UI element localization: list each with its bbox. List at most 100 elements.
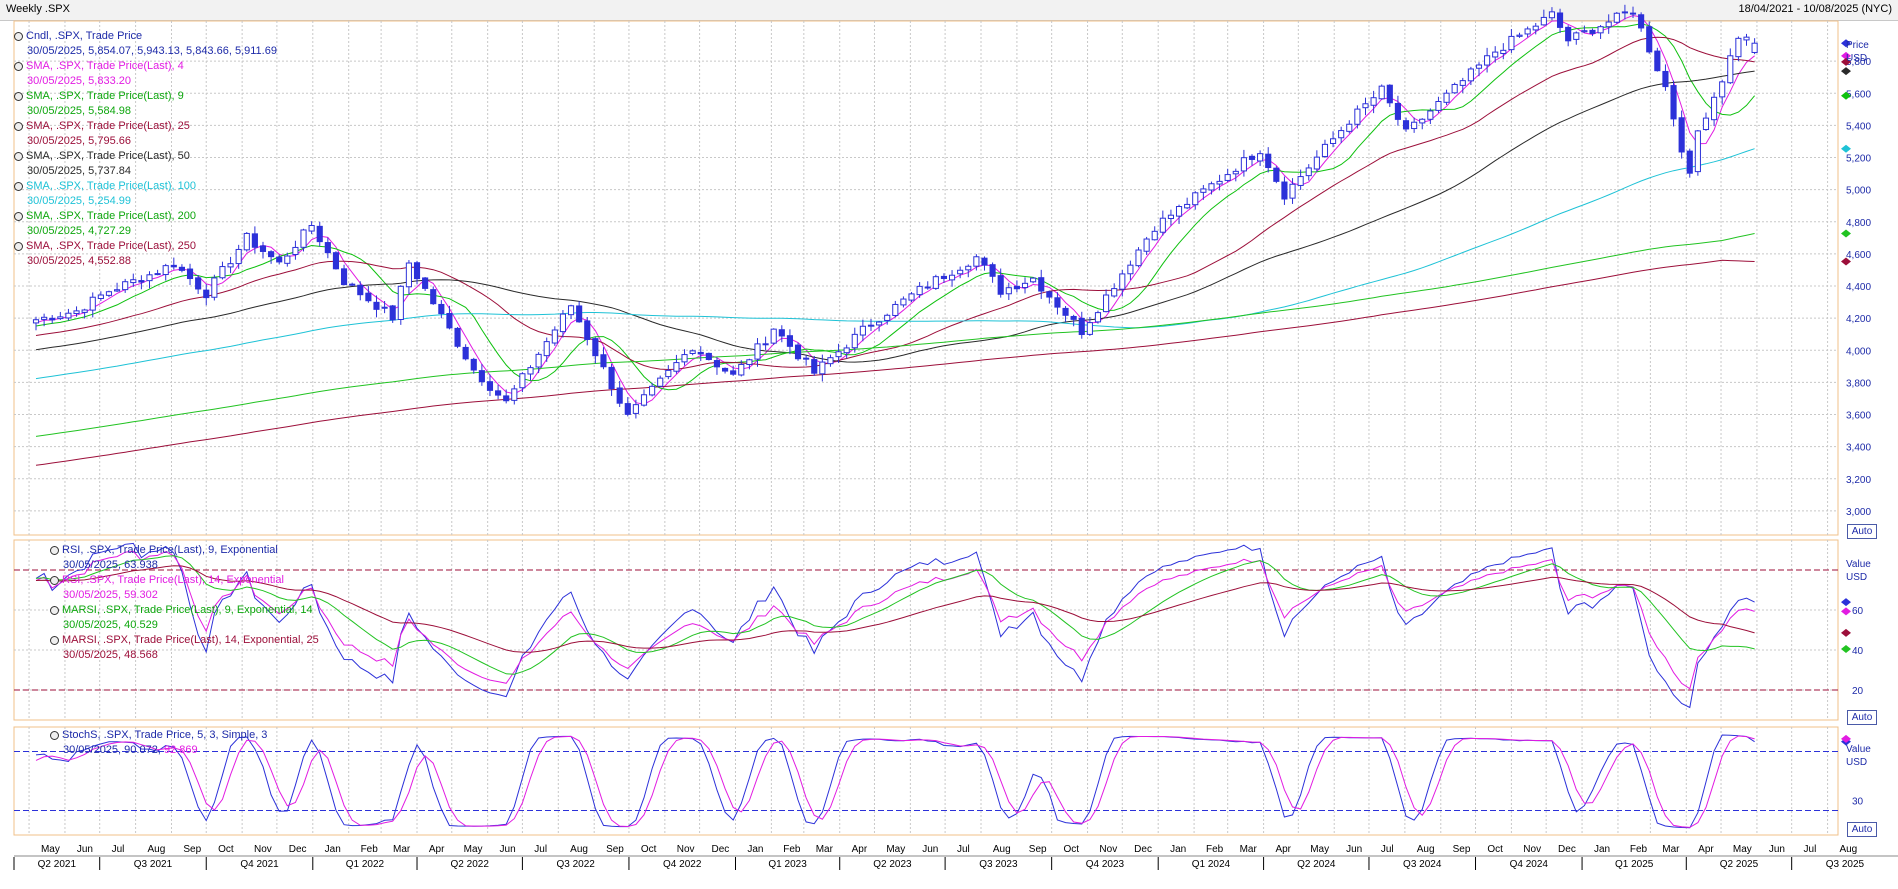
candle-body: [989, 264, 996, 277]
candle-body: [884, 314, 891, 321]
price-axis-unit: USD: [1846, 53, 1868, 64]
candle-body: [57, 316, 64, 320]
month-label: May: [464, 844, 483, 855]
candle-body: [584, 320, 591, 340]
marker-close: [1841, 39, 1851, 48]
candle-body: [965, 265, 972, 271]
candle-body: [843, 347, 850, 354]
price-tick-label: 5,200: [1846, 154, 1871, 165]
candle-body: [657, 377, 664, 387]
legend-rsi9[interactable]: RSI, .SPX, Trade Price(Last), 9, Exponen…: [50, 543, 319, 558]
candle-body: [559, 313, 567, 333]
candle-body: [1743, 36, 1750, 41]
candle-body: [527, 367, 534, 375]
month-label: Mar: [816, 844, 834, 855]
month-label: May: [1733, 844, 1752, 855]
quarter-label: Q1 2022: [346, 859, 385, 870]
candle-body: [373, 301, 380, 310]
candle-body: [454, 327, 461, 347]
legend-value: 30/05/2025, 5,737.84: [27, 165, 131, 177]
candle-body: [535, 353, 542, 368]
legend-candle[interactable]: Cndl, .SPX, Trade Price: [14, 29, 277, 44]
candle-body: [357, 284, 364, 296]
candle-body: [722, 367, 729, 372]
pane-frame: [13, 726, 1839, 836]
rsi-axis-label: Value: [1846, 559, 1871, 570]
candle-body: [770, 328, 777, 344]
legend-value: 30/05/2025, 5,584.98: [27, 105, 131, 117]
candle-body: [511, 388, 518, 401]
quarter-label: Q1 2024: [1192, 859, 1231, 870]
price-axis-title: Price USD: [1846, 39, 1869, 65]
candle-body: [1719, 81, 1726, 98]
candle-body: [1411, 121, 1418, 130]
quarter-label: Q2 2024: [1297, 859, 1336, 870]
marker-rsi: [1841, 598, 1851, 607]
legend-label: SMA, .SPX, Trade Price(Last), 25: [26, 120, 190, 132]
month-label: Nov: [254, 844, 272, 855]
price-tick-label: 4,600: [1846, 250, 1871, 261]
marker-sma-100: [1841, 144, 1851, 153]
candle-body: [1078, 317, 1085, 336]
candle-body: [1127, 264, 1134, 275]
candle-body: [1654, 50, 1661, 72]
legend-sma25[interactable]: SMA, .SPX, Trade Price(Last), 25: [14, 119, 277, 134]
legend-sma250[interactable]: SMA, .SPX, Trade Price(Last), 250: [14, 239, 277, 254]
legend-value: 30/05/2025, 40.529: [63, 619, 158, 631]
legend-stoch[interactable]: StochS, .SPX, Trade Price, 5, 3, Simple,…: [50, 728, 267, 743]
legend-marsi14[interactable]: MARSI, .SPX, Trade Price(Last), 14, Expo…: [50, 633, 319, 648]
candle-body: [616, 387, 623, 404]
month-label: Nov: [677, 844, 695, 855]
month-label: Mar: [1240, 844, 1258, 855]
candle-body: [349, 283, 356, 286]
candle-body: [859, 325, 866, 336]
candle-body: [1621, 11, 1628, 14]
legend-sma200[interactable]: SMA, .SPX, Trade Price(Last), 200: [14, 209, 277, 224]
quarter-label: Q3 2022: [556, 859, 595, 870]
candle-body: [713, 360, 721, 368]
price-tick-label: 5,800: [1846, 57, 1871, 68]
candle-body: [1143, 238, 1150, 252]
legend-rsi14[interactable]: RSI, .SPX, Trade Price(Last), 14, Expone…: [50, 573, 319, 588]
legend-value-d: 92.869: [163, 744, 198, 756]
stoch-auto-button[interactable]: Auto: [1847, 822, 1877, 837]
marsi-9-line: [35, 555, 1755, 675]
month-label: May: [41, 844, 60, 855]
candle-body: [1605, 21, 1612, 28]
candle-body: [114, 289, 121, 292]
legend-sma50[interactable]: SMA, .SPX, Trade Price(Last), 50: [14, 149, 277, 164]
candle-body: [1565, 26, 1572, 42]
price-tick-label: 3,200: [1846, 475, 1871, 486]
legend-dot-icon: [50, 576, 59, 585]
month-label: Oct: [1064, 844, 1080, 855]
candle-body: [1257, 153, 1264, 162]
candle-body: [1386, 84, 1393, 104]
chart-title: Weekly .SPX: [6, 3, 70, 15]
legend-sma4[interactable]: SMA, .SPX, Trade Price(Last), 4: [14, 59, 277, 74]
candle-body: [908, 293, 915, 301]
candle-body: [227, 263, 234, 268]
legend-sma9[interactable]: SMA, .SPX, Trade Price(Last), 9: [14, 89, 277, 104]
marker-sma-50: [1841, 67, 1851, 76]
candle-body: [389, 305, 396, 321]
candle-body: [138, 280, 145, 283]
rsi-auto-button[interactable]: Auto: [1847, 710, 1877, 725]
legend-label: MARSI, .SPX, Trade Price(Last), 9, Expon…: [62, 604, 313, 616]
stoch-d-line: [35, 735, 1755, 828]
marker-stoch: [1841, 734, 1851, 743]
month-label: Jan: [747, 844, 763, 855]
price-tick-label: 3,000: [1846, 507, 1871, 518]
month-label: Jul: [1804, 844, 1817, 855]
price-auto-button[interactable]: Auto: [1847, 524, 1877, 539]
legend-marsi9[interactable]: MARSI, .SPX, Trade Price(Last), 9, Expon…: [50, 603, 319, 618]
candle-body: [1330, 138, 1337, 144]
sma-25-line: [35, 36, 1755, 371]
month-label: Aug: [1417, 844, 1435, 855]
candle-body: [1678, 117, 1685, 153]
stoch-axis-label: Value: [1846, 744, 1871, 755]
legend-sma100[interactable]: SMA, .SPX, Trade Price(Last), 100: [14, 179, 277, 194]
candle-body: [786, 335, 793, 347]
price-tick-label: 4,000: [1846, 346, 1871, 357]
candle-body: [324, 242, 331, 254]
